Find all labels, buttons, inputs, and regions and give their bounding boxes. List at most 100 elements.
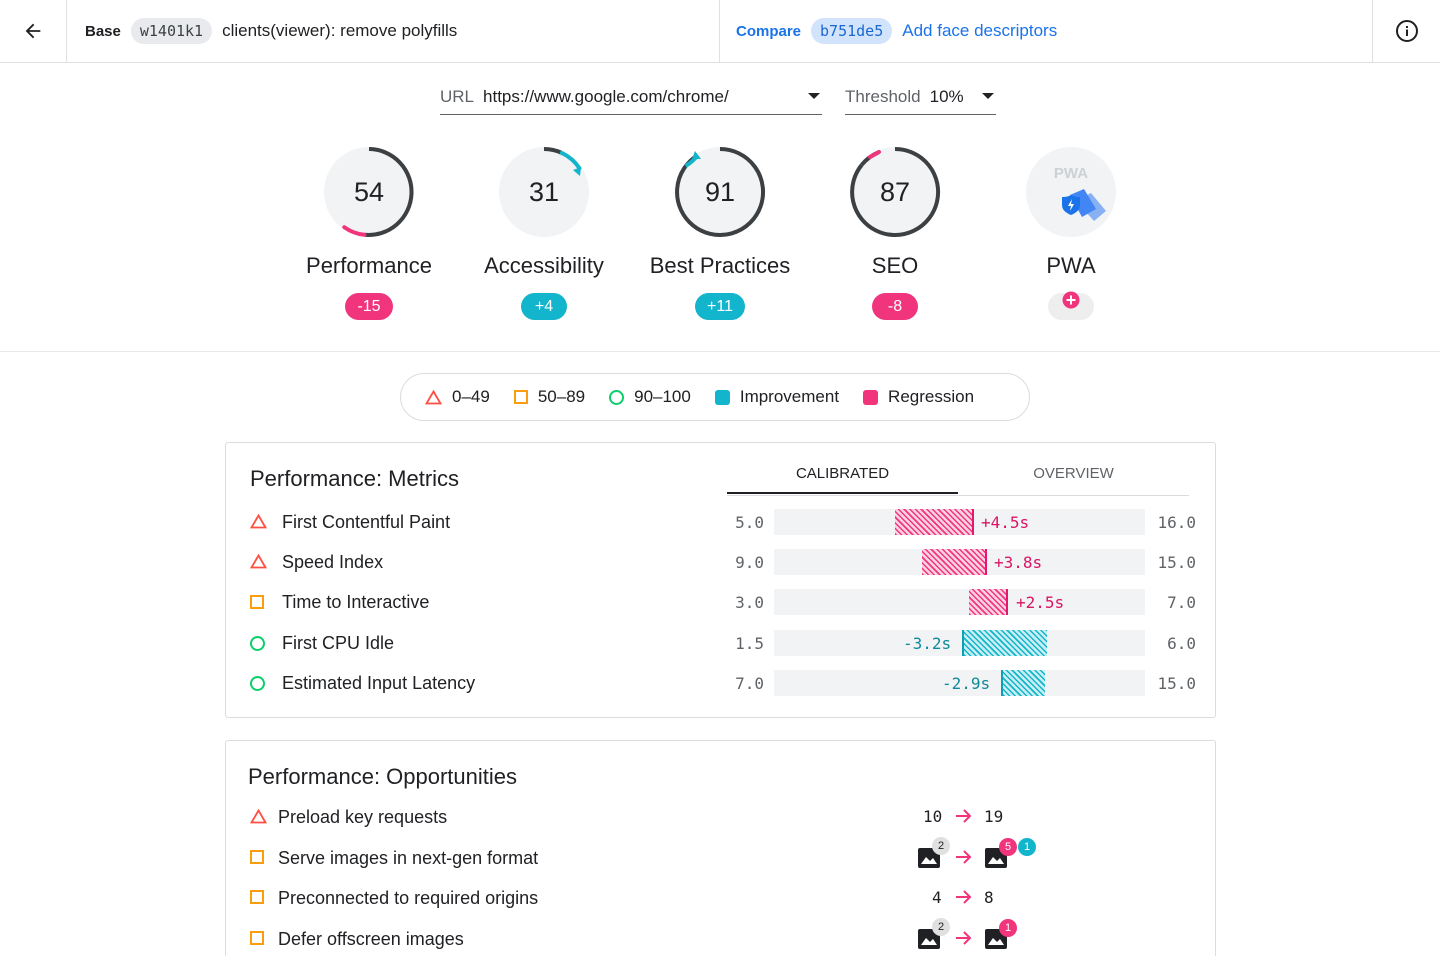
gauge-label: Best Practices [649, 253, 791, 278]
tabs-underline [727, 495, 1189, 496]
improvement-bar [1003, 670, 1045, 696]
bar-edge [972, 509, 974, 535]
gauge-score: 87 [879, 177, 911, 207]
gauge-accessibility[interactable]: 31 Accessibility +4 [454, 145, 634, 320]
metric-row[interactable]: First CPU Idle 1.5 -3.2s 6.0 [226, 627, 1215, 659]
metric-name: First CPU Idle [282, 633, 395, 653]
regression-bar [922, 549, 986, 575]
bar-edge [1006, 589, 1008, 615]
opportunity-row[interactable]: Defer offscreen images 2 1 [226, 918, 1215, 956]
regression-bar [969, 589, 1007, 615]
opportunity-row[interactable]: Preload key requests 10 19 [226, 800, 1215, 834]
gauge-ring [499, 147, 589, 237]
gauge-label: Performance [306, 253, 432, 278]
triangle-icon [250, 809, 267, 824]
metric-max: 7.0 [1167, 593, 1196, 612]
info-button[interactable] [1374, 0, 1440, 62]
legend-label: 50–89 [537, 387, 586, 406]
opportunity-name: Preconnected to required origins [278, 888, 539, 908]
opportunities-card: Performance: Opportunities Preload key r… [225, 740, 1216, 956]
metric-row[interactable]: Estimated Input Latency 7.0 -2.9s 15.0 [226, 667, 1215, 699]
legend-regression: Regression [863, 387, 974, 407]
metric-name: Time to Interactive [282, 592, 430, 612]
chevron-down-icon [982, 93, 994, 99]
threshold-select-label: Threshold [845, 87, 921, 106]
compare-commit: Compare b751de5 Add face descriptors [721, 0, 1373, 62]
plus-circle-icon [1062, 291, 1080, 309]
chevron-down-icon [808, 93, 820, 99]
compare-hash-chip[interactable]: b751de5 [811, 18, 893, 44]
bar-edge [962, 630, 964, 656]
regression-swatch [863, 389, 879, 405]
count-badge: 2 [932, 837, 950, 855]
improvement-swatch [714, 389, 730, 405]
legend-label: 90–100 [634, 387, 691, 406]
metric-bar-track: -2.9s [774, 670, 1145, 696]
opportunity-name: Serve images in next-gen format [278, 848, 539, 868]
delta-badge: +11 [695, 293, 745, 320]
gauge-seo[interactable]: 87 SEO -8 [805, 145, 985, 320]
gauge-label: Accessibility [484, 253, 604, 278]
gauge-label: SEO [871, 253, 919, 278]
metric-bar-track: -3.2s [774, 630, 1145, 656]
circle-icon [250, 636, 265, 651]
base-commit: Base w1401k1 clients(viewer): remove pol… [68, 0, 720, 62]
opportunity-row[interactable]: Preconnected to required origins 4 8 [226, 881, 1215, 915]
arrow-right-icon [956, 809, 972, 823]
improvement-count-badge: 1 [1018, 838, 1036, 856]
bar-edge [985, 549, 987, 575]
section-divider [0, 351, 1440, 352]
metric-delta: -3.2s [903, 634, 952, 653]
triangle-icon [250, 514, 267, 529]
bar-edge [1001, 670, 1003, 696]
gauge-pwa[interactable]: PWA PWA [981, 145, 1161, 325]
legend-label: 0–49 [452, 387, 490, 406]
base-commit-message: clients(viewer): remove polyfills [222, 21, 458, 40]
square-icon [513, 390, 528, 404]
gauge-best-practices[interactable]: 91 Best Practices +11 [630, 145, 810, 320]
legend-label: Improvement [739, 387, 840, 406]
metric-bar-track: +2.5s [774, 589, 1145, 615]
triangle-icon [250, 554, 267, 569]
top-bar: Base w1401k1 clients(viewer): remove pol… [0, 0, 1440, 63]
regression-count-badge: 5 [999, 838, 1017, 856]
gauge-score: 31 [528, 177, 560, 207]
opportunity-name: Defer offscreen images [278, 929, 464, 949]
metric-max: 15.0 [1157, 674, 1196, 693]
metrics-card: Performance: Metrics CALIBRATED OVERVIEW… [225, 442, 1216, 718]
info-icon [1396, 20, 1418, 42]
opportunity-row[interactable]: Serve images in next-gen format 2 5 1 [226, 837, 1215, 875]
compare-commit-message[interactable]: Add face descriptors [902, 21, 1058, 40]
pwa-badge-icon: PWA [1026, 147, 1116, 237]
tab-overview[interactable]: OVERVIEW [1033, 465, 1114, 482]
back-button[interactable] [0, 0, 67, 62]
url-select[interactable]: URL https://www.google.com/chrome/ [440, 80, 822, 115]
improvement-bar [964, 630, 1047, 656]
delta-badge: -15 [345, 293, 393, 320]
legend-average: 50–89 [513, 387, 586, 407]
regression-bar [895, 509, 973, 535]
gauge-performance[interactable]: 54 Performance -15 [279, 145, 459, 320]
opportunity-to: 8 [984, 888, 994, 907]
arrow-right-icon [956, 850, 972, 864]
metric-row[interactable]: First Contentful Paint 5.0 +4.5s 16.0 [226, 506, 1215, 538]
triangle-icon [425, 389, 442, 404]
threshold-select[interactable]: Threshold 10% [845, 80, 996, 115]
square-icon [250, 595, 264, 609]
opportunity-name: Preload key requests [278, 807, 448, 827]
metric-name: First Contentful Paint [282, 512, 451, 532]
arrow-back-icon [25, 23, 41, 39]
metric-row[interactable]: Speed Index 9.0 +3.8s 15.0 [226, 546, 1215, 578]
tab-calibrated[interactable]: CALIBRATED [727, 463, 958, 494]
metric-delta: +3.8s [994, 553, 1043, 572]
metric-row[interactable]: Time to Interactive 3.0 +2.5s 7.0 [226, 586, 1215, 618]
delta-badge [1048, 291, 1094, 320]
circle-icon [609, 389, 625, 405]
gauge-score: 91 [704, 177, 736, 207]
legend-label: Regression [888, 387, 975, 406]
base-hash-chip[interactable]: w1401k1 [130, 18, 213, 44]
base-label: Base [85, 22, 121, 40]
compare-label[interactable]: Compare [736, 22, 802, 40]
opportunity-from: 4 [932, 888, 942, 907]
metric-max: 16.0 [1157, 513, 1196, 532]
